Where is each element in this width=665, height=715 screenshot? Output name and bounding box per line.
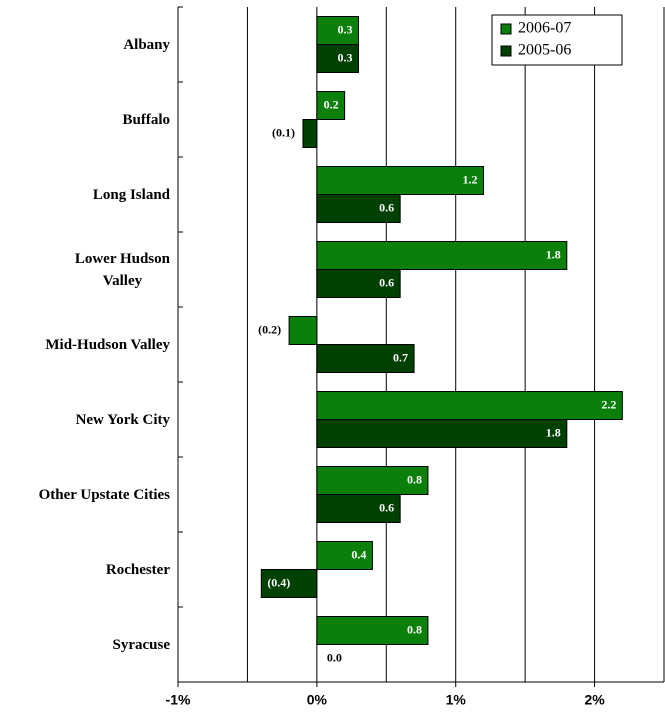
category-text: Other Upstate Cities xyxy=(38,486,170,503)
category-label: New York City xyxy=(0,409,170,431)
category-text: Buffalo xyxy=(122,111,170,128)
category-label: Syracuse xyxy=(0,634,171,656)
category-label: Mid-Hudson Valley xyxy=(0,334,170,356)
value-label: (0.2) xyxy=(258,322,281,336)
x-tick-label: 1% xyxy=(446,692,467,708)
legend-label: 2005-06 xyxy=(518,42,571,59)
value-label: 0.8 xyxy=(407,622,422,636)
category-text: New York City xyxy=(75,411,170,428)
category-text: Syracuse xyxy=(112,636,171,653)
bar xyxy=(316,344,415,373)
value-label: 0.2 xyxy=(324,97,339,111)
x-tick-label: 0% xyxy=(307,692,328,708)
bar xyxy=(302,119,318,148)
category-text: Albany xyxy=(123,36,170,53)
value-label: 0.6 xyxy=(379,500,394,514)
value-label: 0.6 xyxy=(379,275,394,289)
bar xyxy=(260,569,318,598)
bar xyxy=(316,616,429,645)
value-label: (0.4) xyxy=(267,575,290,589)
bar xyxy=(316,16,360,45)
value-label: 0.3 xyxy=(338,22,353,36)
legend-label: 2006-07 xyxy=(518,20,571,37)
bar xyxy=(316,91,346,120)
bar xyxy=(316,194,401,223)
value-label: 1.8 xyxy=(546,247,561,261)
category-label: Buffalo xyxy=(0,109,170,131)
x-tick-label: 2% xyxy=(584,692,605,708)
bar xyxy=(316,241,568,270)
value-label: (0.1) xyxy=(272,125,295,139)
legend-swatch xyxy=(500,45,512,57)
bar xyxy=(316,494,401,523)
x-tick-label: -1% xyxy=(166,692,191,708)
legend-swatch xyxy=(500,23,512,35)
category-text: Lower Hudson Valley xyxy=(74,250,170,289)
bar xyxy=(316,269,401,298)
category-label: Albany xyxy=(0,34,170,56)
category-text: Rochester xyxy=(105,561,170,578)
bar xyxy=(316,466,429,495)
bar xyxy=(316,166,484,195)
value-label: 0.6 xyxy=(379,200,394,214)
category-label: Lower Hudson Valley xyxy=(0,248,170,292)
category-label: Rochester xyxy=(0,559,170,581)
bar xyxy=(316,419,568,448)
category-label: Long Island xyxy=(0,184,170,206)
value-label: 1.8 xyxy=(546,425,561,439)
value-label: 0.7 xyxy=(393,350,408,364)
category-label: Other Upstate Cities xyxy=(0,484,170,506)
category-text: Long Island xyxy=(92,186,170,203)
value-label: 1.2 xyxy=(462,172,477,186)
value-label: 0.0 xyxy=(327,650,342,664)
value-label: 0.3 xyxy=(338,50,353,64)
value-label: 0.4 xyxy=(351,547,366,561)
bar xyxy=(316,391,623,420)
bar xyxy=(288,316,318,345)
legend-box xyxy=(491,14,623,66)
value-label: 0.8 xyxy=(407,472,422,486)
bar xyxy=(316,541,373,570)
value-label: 2.2 xyxy=(601,397,616,411)
bar xyxy=(316,44,360,73)
category-text: Mid-Hudson Valley xyxy=(45,336,170,353)
